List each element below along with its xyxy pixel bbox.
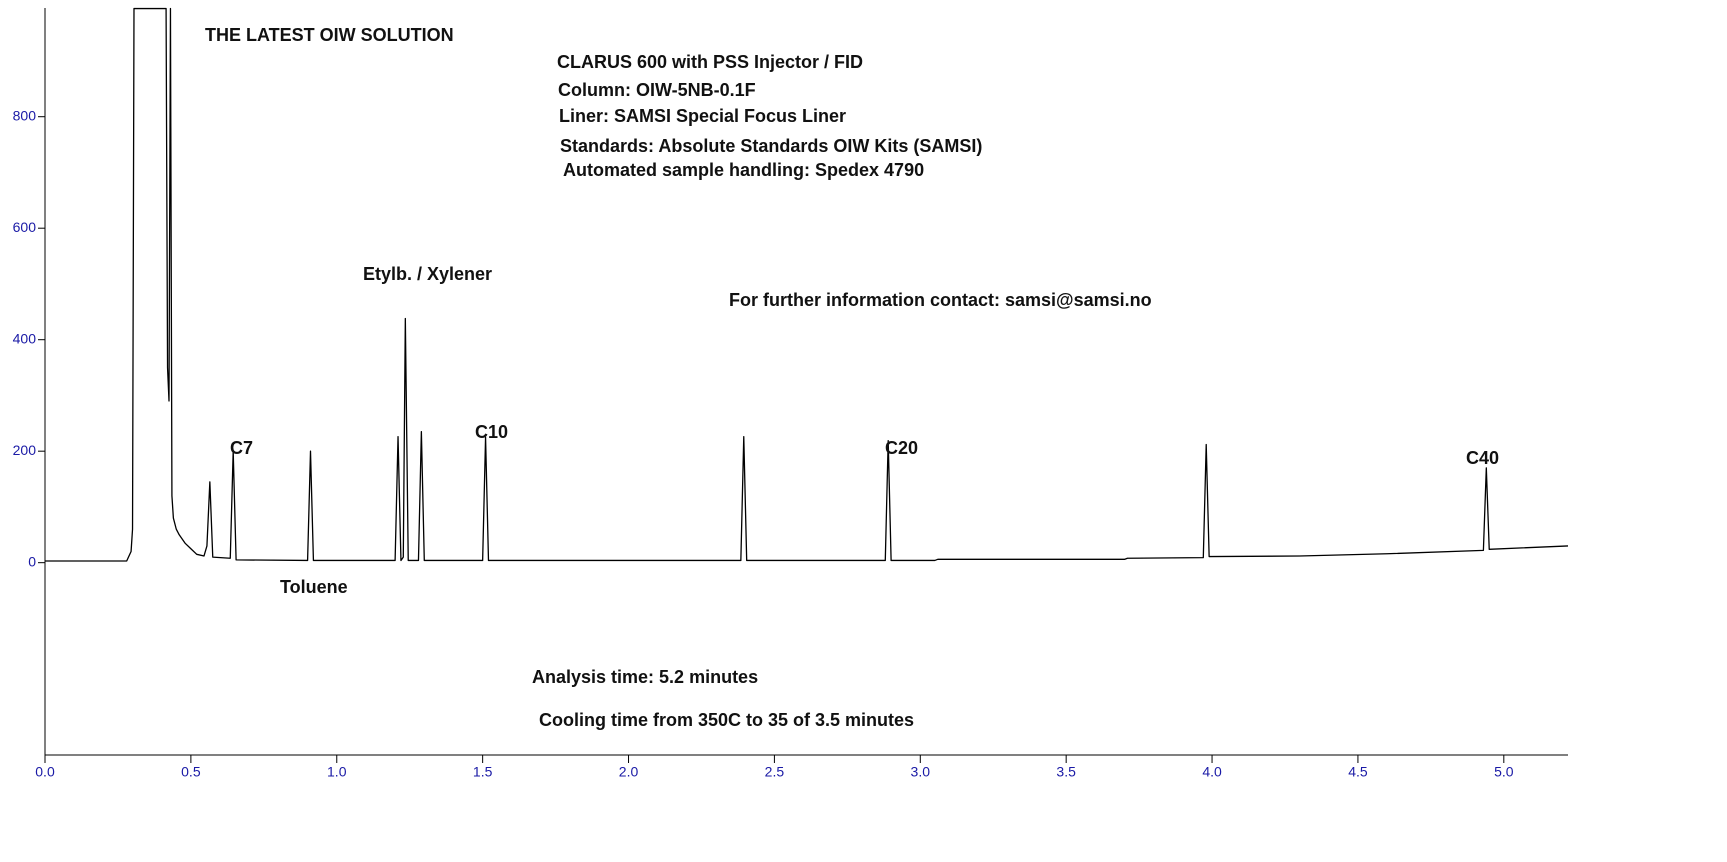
annotation: THE LATEST OIW SOLUTION	[205, 25, 454, 45]
annotation: Etylb. / Xylener	[363, 264, 492, 284]
y-tick-label: 0	[28, 553, 36, 569]
x-tick-label: 0.5	[181, 764, 201, 780]
annotation: Automated sample handling: Spedex 4790	[563, 160, 924, 180]
x-tick-label: 0.0	[35, 764, 55, 780]
annotation: Standards: Absolute Standards OIW Kits (…	[560, 136, 982, 156]
x-tick-label: 1.5	[473, 764, 493, 780]
annotation: Liner: SAMSI Special Focus Liner	[559, 106, 846, 126]
x-tick-label: 4.5	[1348, 764, 1368, 780]
x-tick-label: 4.0	[1202, 764, 1222, 780]
annotation: CLARUS 600 with PSS Injector / FID	[557, 52, 863, 72]
y-tick-label: 400	[13, 330, 37, 346]
y-tick-label: 200	[13, 442, 37, 458]
annotation: Analysis time: 5.2 minutes	[532, 667, 758, 687]
annotation: C7	[230, 438, 253, 458]
x-tick-label: 2.0	[619, 764, 639, 780]
x-tick-label: 5.0	[1494, 764, 1514, 780]
trace	[45, 7, 1569, 562]
annotation: C20	[885, 438, 918, 458]
annotation: C10	[475, 422, 508, 442]
x-tick-label: 2.5	[765, 764, 785, 780]
x-tick-label: 3.5	[1056, 764, 1076, 780]
annotation: For further information contact: samsi@s…	[729, 290, 1152, 310]
annotation: Toluene	[280, 577, 348, 597]
annotation: Column: OIW-5NB-0.1F	[558, 80, 756, 100]
x-tick-label: 3.0	[911, 764, 931, 780]
y-tick-label: 800	[13, 107, 37, 123]
y-tick-label: 600	[13, 219, 37, 235]
annotation: Cooling time from 350C to 35 of 3.5 minu…	[539, 710, 914, 730]
annotation: C40	[1466, 448, 1499, 468]
x-tick-label: 1.0	[327, 764, 347, 780]
